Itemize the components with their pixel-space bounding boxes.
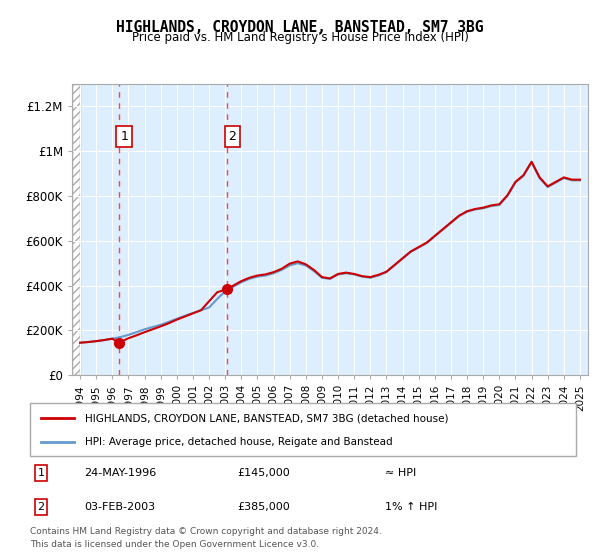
- Text: 03-FEB-2003: 03-FEB-2003: [85, 502, 156, 512]
- Text: HPI: Average price, detached house, Reigate and Banstead: HPI: Average price, detached house, Reig…: [85, 436, 392, 446]
- Text: Contains HM Land Registry data © Crown copyright and database right 2024.
This d: Contains HM Land Registry data © Crown c…: [30, 528, 382, 549]
- Text: HIGHLANDS, CROYDON LANE, BANSTEAD, SM7 3BG (detached house): HIGHLANDS, CROYDON LANE, BANSTEAD, SM7 3…: [85, 413, 448, 423]
- Bar: [72, 84, 80, 375]
- Text: HIGHLANDS, CROYDON LANE, BANSTEAD, SM7 3BG: HIGHLANDS, CROYDON LANE, BANSTEAD, SM7 3…: [116, 20, 484, 35]
- Text: £145,000: £145,000: [238, 468, 290, 478]
- Text: 1: 1: [37, 468, 44, 478]
- Text: 1: 1: [120, 130, 128, 143]
- Text: 24-MAY-1996: 24-MAY-1996: [85, 468, 157, 478]
- Text: 2: 2: [37, 502, 44, 512]
- FancyBboxPatch shape: [30, 403, 576, 456]
- Text: 2: 2: [228, 130, 236, 143]
- Text: 1% ↑ HPI: 1% ↑ HPI: [385, 502, 437, 512]
- Text: ≈ HPI: ≈ HPI: [385, 468, 416, 478]
- Text: £385,000: £385,000: [238, 502, 290, 512]
- Text: Price paid vs. HM Land Registry's House Price Index (HPI): Price paid vs. HM Land Registry's House …: [131, 31, 469, 44]
